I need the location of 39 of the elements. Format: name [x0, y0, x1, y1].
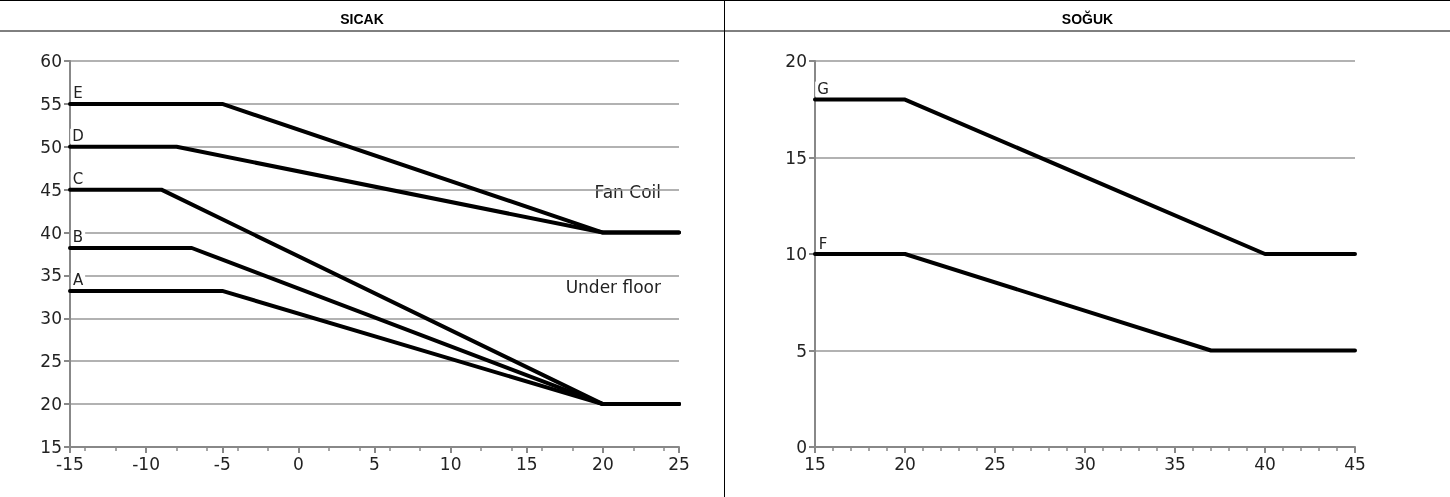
x-tick-label: 25: [984, 453, 1006, 474]
series-label: D: [72, 127, 84, 146]
y-tick-label: 5: [796, 340, 807, 361]
x-tick-label: 15: [515, 453, 538, 474]
chart-title: SOĞUK: [1061, 10, 1114, 27]
x-tick-label: 10: [439, 453, 462, 474]
x-tick-label: 0: [292, 453, 304, 474]
y-tick-label: 30: [40, 308, 62, 329]
y-tick-label: 0: [796, 437, 807, 457]
y-tick-label: 50: [40, 136, 62, 157]
x-tick-label: 20: [592, 453, 614, 474]
x-tick-label: -10: [132, 453, 161, 474]
annotation: Fan Coil: [594, 181, 661, 202]
series-label: E: [73, 84, 83, 103]
x-tick-label: 25: [668, 453, 690, 474]
y-tick-label: 45: [40, 179, 62, 200]
x-tick-label: 20: [894, 453, 916, 474]
y-tick-label: 55: [40, 93, 62, 114]
series-label: G: [817, 80, 829, 99]
x-tick-label: -5: [213, 453, 231, 474]
x-tick-label: 35: [1164, 453, 1186, 474]
annotation: Under floor: [565, 276, 662, 297]
series-label: A: [72, 271, 84, 290]
y-tick-label: 20: [40, 394, 62, 415]
y-tick-label: 40: [40, 222, 62, 243]
y-tick-label: 10: [785, 244, 807, 264]
x-tick-label: 5: [369, 453, 380, 474]
y-tick-label: 25: [40, 351, 62, 372]
y-tick-label: 20: [785, 51, 807, 71]
y-tick-label: 15: [785, 147, 807, 168]
x-tick-label: 40: [1254, 453, 1276, 474]
y-tick-label: 60: [40, 51, 62, 71]
y-tick-label: 35: [40, 265, 62, 286]
series-label: F: [818, 234, 828, 253]
series-label: C: [72, 170, 84, 189]
chart-title: SICAK: [340, 11, 384, 27]
x-tick-label: 45: [1344, 453, 1366, 474]
series-label: B: [72, 228, 84, 247]
x-tick-label: 30: [1074, 453, 1096, 474]
